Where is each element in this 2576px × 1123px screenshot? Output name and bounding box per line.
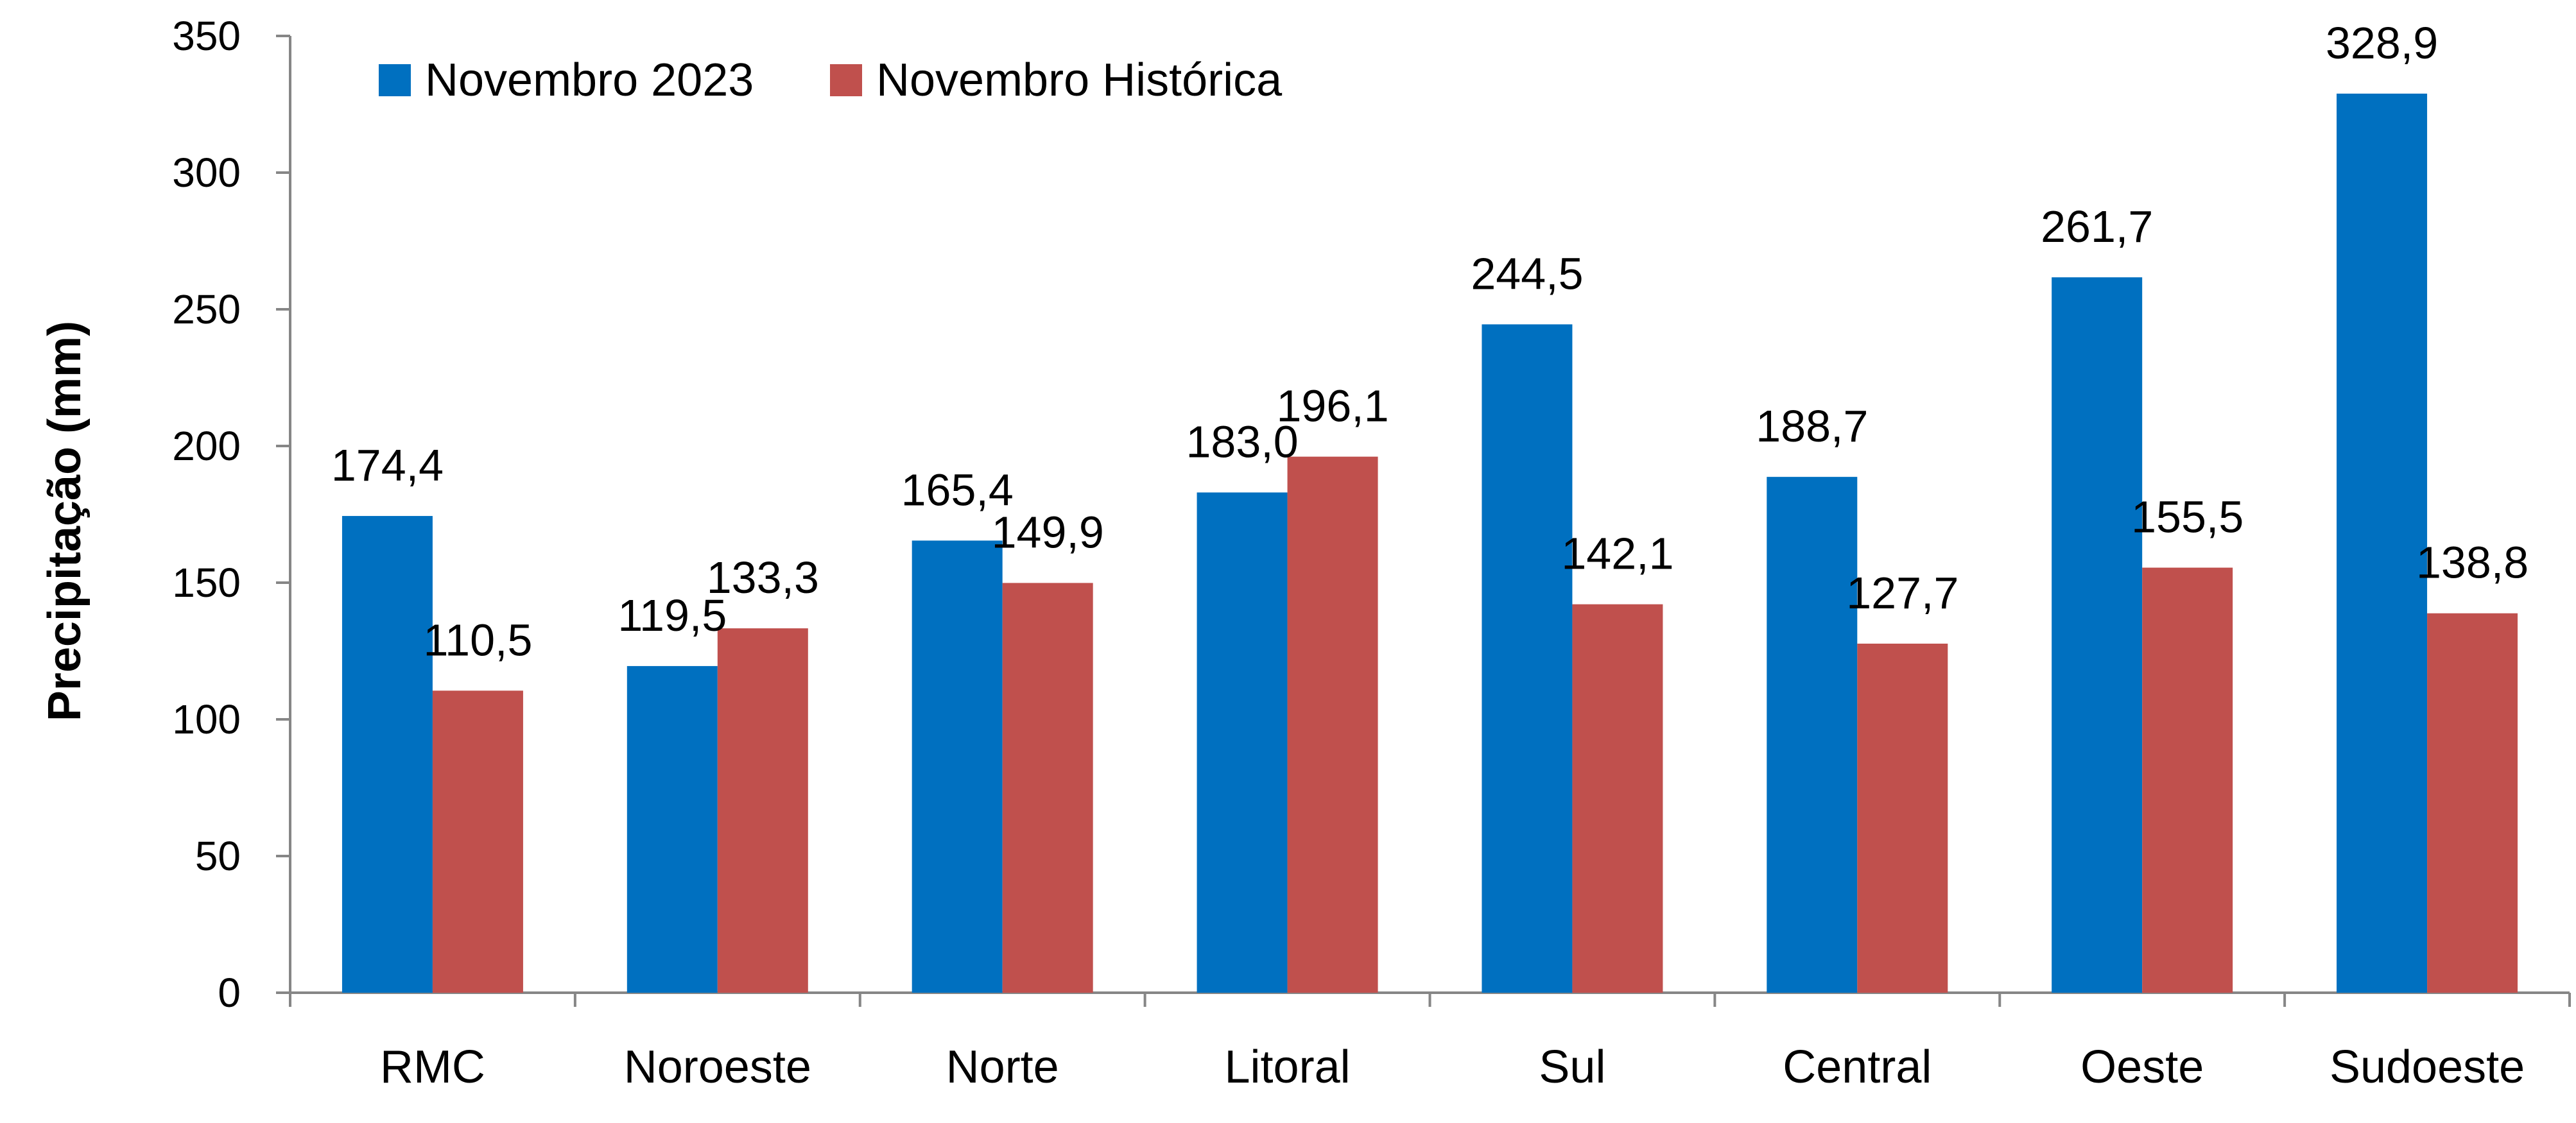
bar [1572, 604, 1663, 993]
data-labels: 174,4 119,5 165,4 183,0 244,5 188,7 261,7 328,9… [331, 18, 2528, 665]
y-tick-label: 300 [172, 150, 241, 196]
bar [1197, 492, 1288, 993]
bar [1002, 583, 1093, 993]
data-label: 119,5 [618, 590, 727, 640]
data-label: 183,0 [1186, 416, 1298, 467]
x-tick-label: Sudoeste [2330, 1042, 2525, 1093]
x-tick-label: Noroeste [624, 1042, 811, 1093]
x-tick-label: Sul [1539, 1042, 1605, 1093]
data-label: 165,4 [901, 465, 1014, 515]
data-label: 188,7 [1756, 401, 1868, 451]
bar [1287, 456, 1378, 993]
data-label: 174,4 [331, 440, 444, 490]
y-tick-label: 50 [195, 833, 241, 879]
y-axis-title: Precipitação (mm) [39, 321, 91, 721]
x-tick-label: Oeste [2080, 1042, 2204, 1093]
bar [1482, 324, 1573, 993]
legend-label: Novembro 2023 [425, 55, 754, 106]
data-label: 110,5 [423, 615, 532, 665]
x-tick-label: Litoral [1225, 1042, 1351, 1093]
legend: Novembro 2023 Novembro Histórica [379, 55, 1283, 106]
data-label: 142,1 [1561, 529, 1673, 579]
y-tick-label: 100 [172, 696, 241, 742]
legend-label: Novembro Histórica [876, 55, 1283, 106]
x-tick-label: Central [1783, 1042, 1932, 1093]
legend-swatch [830, 64, 862, 96]
data-label: 127,7 [1846, 568, 1958, 618]
y-tick-label: 200 [172, 423, 241, 469]
data-label: 328,9 [2326, 18, 2438, 68]
y-tick-label: 0 [218, 970, 241, 1016]
bar [341, 516, 433, 993]
data-label: 244,5 [1471, 248, 1583, 298]
x-axis: RMC Noroeste Norte Litoral Sul Central Oeste Su… [289, 991, 2571, 1093]
bars [341, 93, 2518, 993]
data-label: 261,7 [2041, 201, 2153, 252]
data-label: 138,8 [2416, 538, 2528, 588]
bar [2142, 567, 2233, 993]
x-tick-label: RMC [380, 1042, 485, 1093]
bar [912, 540, 1003, 993]
y-tick-label: 150 [172, 560, 241, 606]
bar [2337, 93, 2428, 993]
data-label: 149,9 [992, 507, 1104, 557]
bar [2427, 613, 2518, 993]
y-tick-label: 250 [172, 286, 241, 332]
data-label: 133,3 [707, 553, 819, 603]
data-label: 155,5 [2131, 492, 2243, 542]
bar [432, 690, 523, 993]
bar [1857, 643, 1948, 993]
y-axis: 0 50 100 150 200 250 300 350 [172, 13, 291, 1016]
bar [2052, 277, 2143, 993]
bar [1767, 477, 1858, 993]
x-tick-label: Norte [946, 1042, 1059, 1093]
data-label: 196,1 [1276, 381, 1388, 431]
y-tick-label: 350 [172, 13, 241, 59]
bar [717, 628, 808, 993]
legend-swatch [379, 64, 411, 96]
bar [627, 665, 718, 993]
